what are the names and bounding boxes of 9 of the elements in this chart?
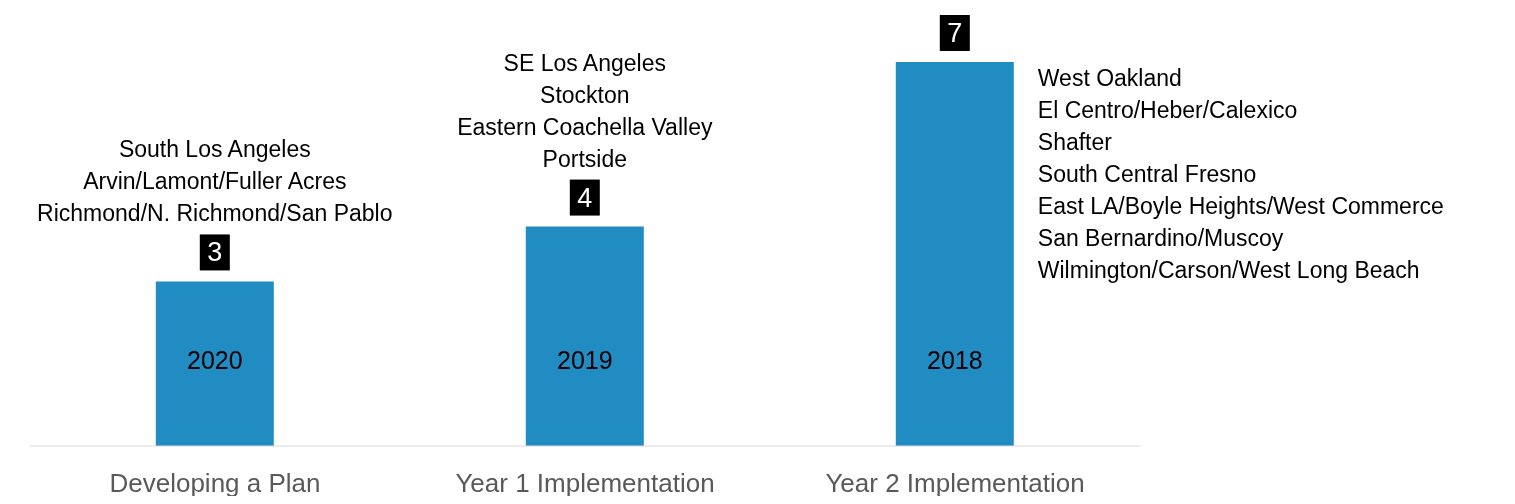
data-label: 7: [947, 18, 963, 48]
data-label: 4: [577, 182, 593, 213]
annotation: 2019: [556, 345, 613, 374]
annotation: South Los Angeles Arvin/Lamont/Fuller Acres Richmond/N. Richmond/San Pablo: [37, 136, 393, 227]
data-label: 3: [207, 237, 223, 268]
annotation: West Oakland El Centro/Heber/Calexico Shafter South Central Fresno East LA/Boyle Heights/West Commerce San Bernardino/Muscoy Wilmington/Carson/West Long Beach: [1037, 65, 1444, 283]
annotation: SE Los Angeles Stockton Eastern Coachella Valley Portside: [457, 49, 713, 172]
annotation: 2018: [926, 345, 983, 374]
annotation: 2020: [186, 345, 243, 374]
